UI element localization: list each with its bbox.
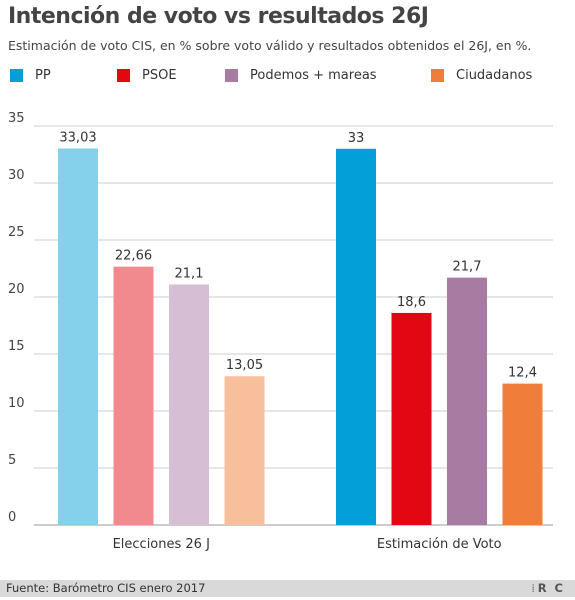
bar-pp-2 [336,148,376,526]
y-tick-label-15: 15 [8,339,25,354]
footer-bar: Fuente: Barómetro CIS enero 2017 ⁞ R C [0,580,575,597]
legend-swatch-psoe [117,68,130,82]
legend-swatch-pp [10,68,23,82]
legend-item-pp: PP [10,67,51,83]
bar-podemos-mareas-1 [169,284,209,525]
legend-label-pp: PP [35,67,51,83]
footer-divider: ⁞ [531,581,535,595]
chart-title: Intención de voto vs resultados 26J [8,4,429,29]
source-note: Fuente: Barómetro CIS enero 2017 [6,581,206,595]
y-tick-label-10: 10 [8,396,25,411]
category-labels: Elecciones 26 J Estimación de Voto [113,537,502,552]
data-labels: 33,03 33 22,66 18,6 21,1 21,7 13,05 12,4 [59,130,537,380]
legend-label-psoe: PSOE [142,67,177,83]
y-tick-label-35: 35 [8,111,25,126]
y-tick-label-5: 5 [8,453,16,468]
data-label-pp-1: 33,03 [59,130,96,145]
data-label-podemos-mareas-1: 21,1 [175,266,204,281]
y-tick-label-25: 25 [8,225,25,240]
category-label-1: Elecciones 26 J [113,537,210,552]
data-label-psoe-2: 18,6 [397,295,426,310]
category-label-2: Estimación de Voto [377,537,502,552]
bar-ciudadanos-2 [502,383,543,525]
legend-item-podemos: Podemos + mareas [225,67,377,83]
chart-subtitle: Estimación de voto CIS, en % sobre voto … [8,38,532,53]
bar-ciudadanos-1 [224,376,265,525]
y-tick-label-30: 30 [8,168,25,183]
bar-psoe-1 [113,266,154,525]
bars [58,148,543,526]
legend-item-ciudadanos: Ciudadanos [431,67,532,83]
legend-swatch-podemos [225,68,238,82]
y-tick-label-0: 0 [8,510,16,525]
legend-label-ciudadanos: Ciudadanos [456,67,533,83]
y-tick-label-20: 20 [8,282,25,297]
data-label-psoe-1: 22,66 [115,249,152,264]
data-label-ciudadanos-2: 12,4 [508,366,537,381]
data-label-ciudadanos-1: 13,05 [226,358,263,373]
data-label-pp-2: 33 [348,131,365,146]
legend-label-podemos: Podemos + mareas [250,67,377,83]
bar-psoe-2 [391,312,432,525]
brand-logo: R C [537,581,565,595]
bar-podemos-mareas-2 [447,277,487,525]
bar-pp-1 [58,148,98,525]
legend-item-psoe: PSOE [117,67,177,83]
y-tick-labels: 0 5 10 15 20 25 30 35 [8,111,25,525]
bar-chart: 0 5 10 15 20 25 30 35 33,03 33 22,66 18,6 21,1 21,7 1… [8,111,553,552]
legend-swatch-ciudadanos [431,68,444,82]
data-label-podemos-mareas-2: 21,7 [453,260,482,275]
